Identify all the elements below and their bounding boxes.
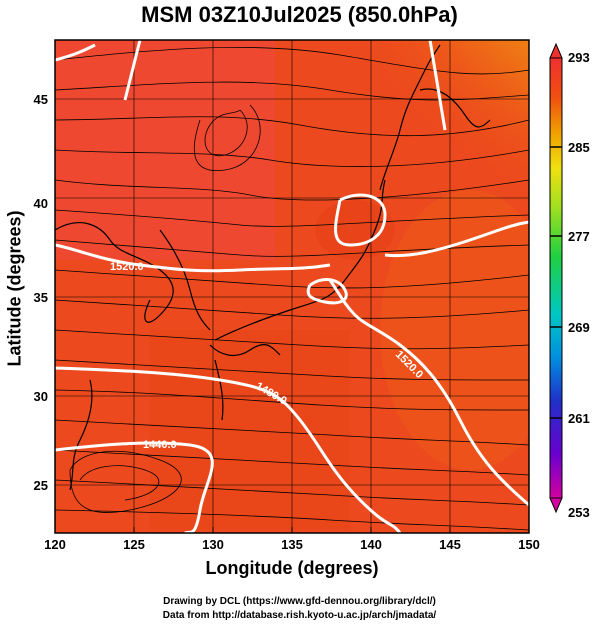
contour-label: 1440.0	[143, 439, 177, 451]
x-tick-label: 120	[44, 537, 66, 552]
x-tick-label: 125	[123, 537, 145, 552]
y-tick-label: 25	[34, 478, 48, 493]
colorbar-min-arrow	[549, 497, 563, 514]
colorbar-labels: 293 285 277 269 261 253	[568, 50, 590, 520]
x-tick-label: 140	[360, 537, 382, 552]
x-tick-label: 130	[202, 537, 224, 552]
height-contours	[55, 40, 529, 533]
colorbar	[549, 42, 563, 514]
drawing-credit: Drawing by DCL (https://www.gfd-dennou.o…	[163, 596, 436, 607]
x-tick-label: 150	[518, 537, 540, 552]
x-tick-label: 135	[281, 537, 303, 552]
coastlines	[55, 44, 491, 491]
colorbar-label: 293	[568, 50, 590, 65]
x-axis-labels: 120 125 130 135 140 145 150	[44, 537, 540, 552]
colorbar-label: 277	[568, 229, 590, 244]
colorbar-scale	[549, 57, 563, 499]
y-tick-label: 45	[34, 92, 48, 107]
y-axis-labels: 25 30 35 40 45	[34, 92, 48, 493]
map-title: MSM 03Z10Jul2025 (850.0hPa)	[141, 2, 458, 27]
colorbar-max-arrow	[549, 42, 563, 59]
data-credit: Data from http://database.rish.kyoto-u.a…	[162, 610, 437, 621]
y-tick-label: 40	[34, 196, 48, 211]
x-axis-ticks	[54, 527, 530, 533]
colorbar-label: 269	[568, 320, 590, 335]
x-tick-label: 145	[439, 537, 461, 552]
y-axis-title: Latitude (degrees)	[4, 210, 25, 367]
contour-label: 1520.0	[110, 261, 144, 273]
colorbar-label: 285	[568, 140, 590, 155]
y-tick-label: 35	[34, 290, 48, 305]
lat-lon-grid	[55, 40, 529, 533]
y-tick-label: 30	[34, 389, 48, 404]
colorbar-label: 261	[568, 411, 590, 426]
colorbar-label: 253	[568, 505, 590, 520]
x-axis-title: Longitude (degrees)	[205, 558, 379, 578]
